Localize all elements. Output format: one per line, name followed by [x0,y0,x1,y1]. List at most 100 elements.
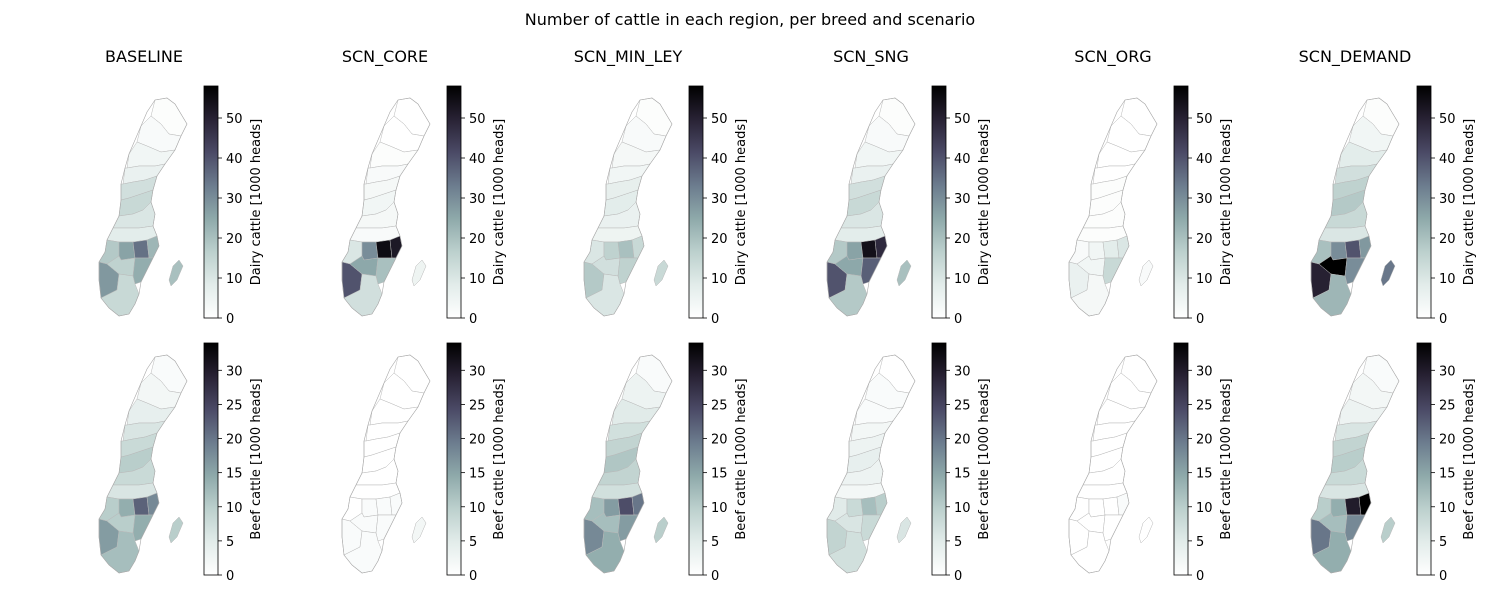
country-outline-scn-min-ley-dairy [583,97,673,317]
region-south-2-scn-org-beef [1088,498,1106,518]
colorbar-tick-label-baseline-beef: 10 [226,501,243,516]
country-outline-baseline-dairy [98,97,188,317]
colorbar-label-scn-demand-dairy: Dairy cattle [1000 heads] [1462,119,1477,285]
colorbar-tick-label-scn-core-dairy: 50 [469,112,486,127]
colorbar-gradient-scn-core-beef [446,342,462,576]
colorbar-tick-label-scn-core-dairy: 20 [469,232,486,247]
colorbar-tick-label-scn-min-ley-dairy: 10 [711,272,728,287]
region-south-4-scn-demand-beef [1358,492,1372,516]
region-gotland-scn-sng-dairy [896,259,912,287]
region-gotland-scn-org-dairy [1138,259,1154,287]
map-scn-sng-dairy [826,97,916,317]
panel-title-scn-demand: SCN_DEMAND [1298,47,1412,66]
colorbar-scn-core-beef: 0 5 10 15 20 25 30 Beef cattle [1000 heads] [446,342,507,584]
region-south-7-scn-demand-beef [1344,514,1366,542]
colorbar-tick-label-scn-demand-beef: 15 [1439,467,1456,482]
region-south-3-scn-demand-beef [1344,496,1362,516]
colorbar-tick-label-scn-core-beef: 30 [469,364,486,379]
colorbar-tick-label-scn-org-dairy: 0 [1196,312,1204,327]
region-gotland-scn-min-ley-beef [653,516,669,544]
region-south-4-scn-sng-dairy [874,235,888,259]
colorbar-label-baseline-dairy: Dairy cattle [1000 heads] [249,119,264,285]
panel-title-scn-sng: SCN_SNG [833,47,909,66]
colorbar-tick-label-scn-sng-beef: 20 [954,433,971,448]
region-south-7-scn-org-beef [1102,514,1124,542]
country-outline-scn-core-dairy [341,97,431,317]
colorbar-tick-label-scn-min-ley-beef: 15 [711,467,728,482]
colorbar-tick-label-scn-sng-dairy: 20 [954,232,971,247]
region-south-4-scn-org-dairy [1116,235,1130,259]
colorbar-tick-label-scn-min-ley-beef: 5 [711,535,719,550]
colorbar-tick-label-scn-sng-dairy: 30 [954,192,971,207]
colorbar-tick-label-baseline-dairy: 10 [226,272,243,287]
region-south-2-baseline-beef [118,498,136,518]
colorbar-tick-label-scn-sng-dairy: 40 [954,152,971,167]
region-south-4-scn-min-ley-beef [631,492,645,516]
region-south-2-baseline-dairy [118,241,136,261]
colorbar-tick-label-scn-demand-dairy: 40 [1439,152,1456,167]
colorbar-tick-label-scn-core-dairy: 0 [469,312,477,327]
region-south-2-scn-core-beef [361,498,379,518]
colorbar-label-scn-sng-beef: Beef cattle [1000 heads] [977,378,992,539]
colorbar-tick-label-baseline-dairy: 0 [226,312,234,327]
country-outline-scn-org-beef [1068,354,1158,574]
colorbar-tick-label-scn-sng-dairy: 50 [954,112,971,127]
region-south-3-scn-demand-dairy [1344,239,1362,259]
country-outline-scn-sng-beef [826,354,916,574]
colorbar-scn-core-dairy: 0 10 20 30 40 50 Dairy cattle [1000 heads] [446,85,507,327]
region-south-7-scn-sng-dairy [860,257,882,285]
region-south-4-scn-core-beef [389,492,403,516]
colorbar-gradient-baseline-beef [203,342,219,576]
map-scn-min-ley-beef [583,354,673,574]
region-south-7-scn-demand-dairy [1344,257,1366,285]
colorbar-tick-label-scn-core-beef: 0 [469,569,477,584]
map-scn-core-dairy [341,97,431,317]
region-south-7-scn-core-beef [375,514,397,542]
region-south-7-scn-min-ley-beef [617,514,639,542]
colorbar-tick-label-scn-min-ley-beef: 20 [711,433,728,448]
colorbar-tick-label-baseline-beef: 5 [226,535,234,550]
figure-title: Number of cattle in each region, per bre… [524,10,976,29]
region-south-3-scn-min-ley-dairy [617,239,635,259]
region-south-3-baseline-dairy [132,239,150,259]
colorbar-scn-min-ley-dairy: 0 10 20 30 40 50 Dairy cattle [1000 heads] [688,85,749,327]
region-south-3-scn-org-dairy [1102,239,1120,259]
colorbar-label-scn-sng-dairy: Dairy cattle [1000 heads] [977,119,992,285]
colorbar-baseline-beef: 0 5 10 15 20 25 30 Beef cattle [1000 heads] [203,342,264,584]
colorbar-label-scn-core-dairy: Dairy cattle [1000 heads] [492,119,507,285]
region-south-4-baseline-beef [146,492,160,516]
map-scn-org-dairy [1068,97,1158,317]
region-south-7-baseline-beef [132,514,154,542]
colorbar-tick-label-baseline-dairy: 30 [226,192,243,207]
colorbar-tick-label-baseline-beef: 20 [226,433,243,448]
region-south-4-scn-sng-beef [874,492,888,516]
region-south-2-scn-sng-beef [846,498,864,518]
colorbar-scn-org-beef: 0 5 10 15 20 25 30 Beef cattle [1000 heads] [1173,342,1234,584]
colorbar-tick-label-scn-core-dairy: 30 [469,192,486,207]
colorbar-label-baseline-beef: Beef cattle [1000 heads] [249,378,264,539]
region-south-2-scn-demand-beef [1330,498,1348,518]
region-gotland-baseline-dairy [168,259,184,287]
region-south-2-scn-demand-dairy [1330,241,1348,261]
region-south-7-scn-sng-beef [860,514,882,542]
colorbar-tick-label-scn-sng-beef: 10 [954,501,971,516]
colorbar-tick-label-scn-min-ley-beef: 30 [711,364,728,379]
colorbar-scn-demand-dairy: 0 10 20 30 40 50 Dairy cattle [1000 heads] [1416,85,1477,327]
colorbar-label-scn-min-ley-beef: Beef cattle [1000 heads] [734,378,749,539]
colorbar-gradient-scn-demand-beef [1416,342,1432,576]
colorbar-tick-label-scn-demand-dairy: 30 [1439,192,1456,207]
panel-title-scn-core: SCN_CORE [341,47,429,66]
colorbar-tick-label-scn-min-ley-dairy: 50 [711,112,728,127]
colorbar-tick-label-scn-org-beef: 30 [1196,364,1213,379]
colorbar-tick-label-scn-core-beef: 20 [469,433,486,448]
colorbar-tick-label-scn-demand-dairy: 0 [1439,312,1447,327]
region-south-3-scn-core-dairy [375,239,393,259]
colorbar-tick-label-baseline-dairy: 50 [226,112,243,127]
colorbar-tick-label-scn-sng-beef: 5 [954,535,962,550]
map-baseline-dairy [98,97,188,317]
region-south-3-scn-min-ley-beef [617,496,635,516]
colorbar-baseline-dairy: 0 10 20 30 40 50 Dairy cattle [1000 heads] [203,85,264,327]
colorbar-tick-label-scn-sng-beef: 25 [954,398,971,413]
colorbar-tick-label-scn-min-ley-dairy: 30 [711,192,728,207]
colorbar-tick-label-scn-min-ley-beef: 10 [711,501,728,516]
